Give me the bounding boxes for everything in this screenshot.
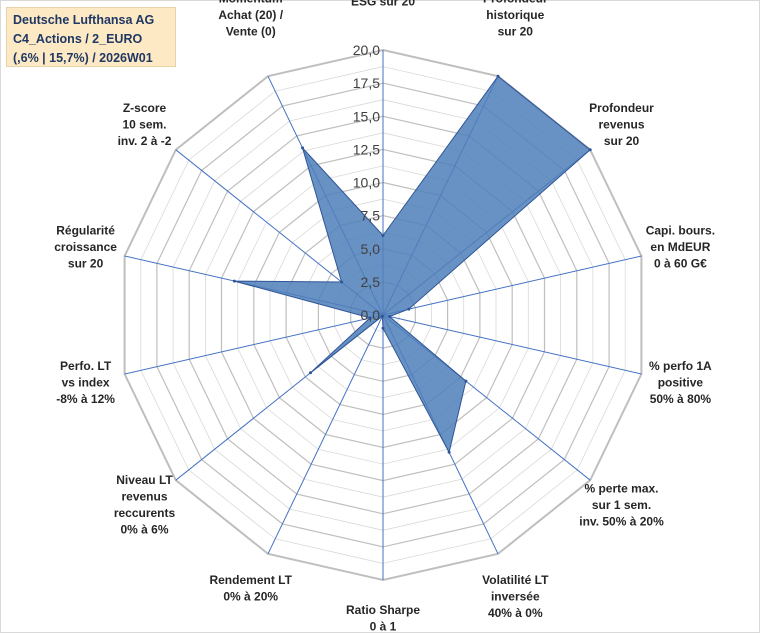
tick-label: 20,0: [353, 42, 380, 58]
data-point: [381, 326, 385, 330]
info-stats: (,6% | 15,7%) / 2026W01: [13, 51, 153, 65]
data-point: [301, 146, 304, 150]
axis-label: Régularité croissance sur 20: [54, 223, 117, 270]
data-point: [388, 315, 391, 318]
axis-spoke: [267, 314, 384, 555]
axis-label: Niveau LT revenus reccurents 0% à 6%: [114, 473, 176, 537]
axis-label: Z-score 10 sem. inv. 2 à -2: [118, 101, 172, 148]
data-point: [407, 307, 411, 311]
series-area: [234, 75, 591, 454]
axis-label: Volatilité LT inversée 40% à 0%: [482, 573, 549, 620]
data-point: [340, 280, 344, 284]
info-company: Deutsche Lufthansa AG: [13, 13, 155, 27]
axis-spoke: [124, 314, 384, 375]
axis-label: Profondeur revenus sur 20: [589, 101, 654, 148]
axis-label: NoteESG sur 20: [351, 0, 415, 9]
data-point: [496, 74, 500, 78]
axis-label: Ratio Sharpe 0 à 1: [346, 603, 420, 633]
axis-spoke: [382, 255, 642, 316]
axis-spoke: [382, 314, 642, 375]
tick-label: 10,0: [353, 175, 380, 191]
info-box: Deutsche Lufthansa AG C4_Actions / 2_EUR…: [6, 7, 176, 67]
radar-series: [232, 74, 592, 454]
data-point: [368, 316, 372, 320]
axis-label: Perfo. LT vs index -8% à 12%: [56, 359, 115, 406]
tick-label: 15,0: [353, 108, 380, 124]
axis-label: Rendement LT 0% à 20%: [209, 573, 292, 604]
data-point: [447, 450, 451, 454]
tick-label: 12,5: [353, 141, 380, 157]
tick-label: 2,5: [361, 274, 381, 290]
data-point: [464, 379, 468, 383]
data-point: [232, 279, 236, 283]
axis-label: Profondeurhistoriquesur 20: [483, 0, 548, 39]
radar-tick-labels: 0,0 2,5 5,0 7,5 10,0 12,5 15,0 17,5 20,0: [353, 42, 380, 323]
data-point: [380, 314, 384, 318]
data-point: [309, 371, 312, 375]
info-category: C4_Actions / 2_EURO: [13, 32, 143, 46]
tick-label: 5,0: [361, 241, 381, 257]
data-point: [381, 234, 385, 237]
tick-label: 7,5: [361, 208, 381, 224]
data-point: [588, 148, 592, 152]
radar-axis-labels: NoteESG sur 20 Profondeurhistoriquesur 20…: [54, 0, 715, 633]
tick-label: 17,5: [353, 75, 380, 91]
axis-label: Capi. bours. en MdEUR 0 à 60 G€: [646, 223, 715, 270]
axis-label: % perte max. sur 1 sem. inv. 50% à 20%: [579, 481, 664, 528]
axis-label: MomentumAchat (20) /Vente (0): [218, 0, 283, 39]
axis-label: % perfo 1A positive 50% à 80%: [649, 359, 712, 406]
tick-label: 0,0: [361, 307, 381, 323]
